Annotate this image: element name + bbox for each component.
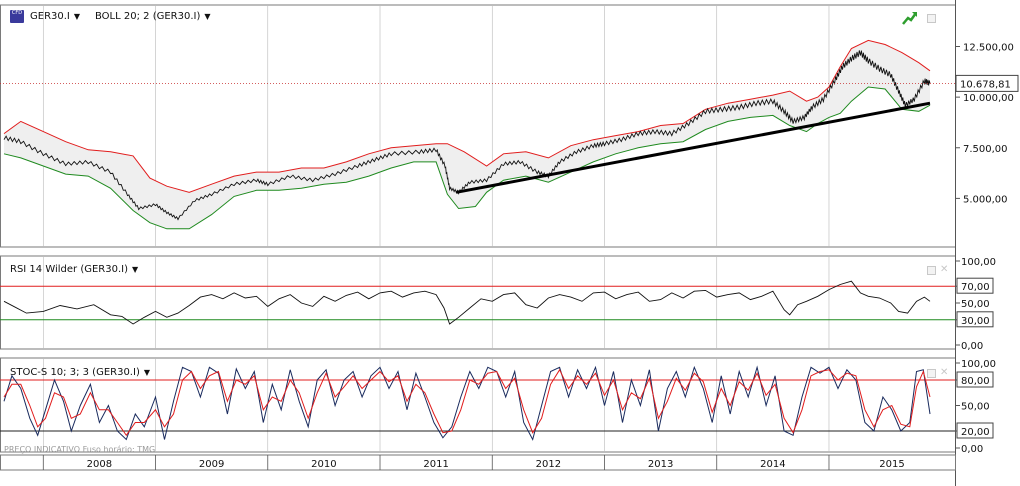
- trendline[interactable]: [456, 101, 931, 194]
- stoch-axis-label: 20,00: [961, 427, 990, 438]
- rsi-panel-frame: [0, 255, 956, 350]
- stoch-level-box: [956, 422, 994, 439]
- stoch-k-line: [3, 365, 931, 441]
- stoch-d-line: [3, 368, 931, 437]
- year-label: 2015: [879, 459, 904, 470]
- year-label: 2012: [536, 459, 561, 470]
- year-label: 2013: [648, 459, 673, 470]
- stoch-axis-label: 50,00: [961, 402, 990, 413]
- stoch-level-box: [956, 371, 994, 388]
- stoch-label: STOC-S 10; 3; 3 (GER30.I): [10, 367, 140, 378]
- year-label: 2014: [760, 459, 785, 470]
- price-panel-restore-icon[interactable]: [927, 14, 936, 23]
- rsi-axis-label: 50,00: [961, 299, 990, 310]
- rsi-axis-label: 70,00: [961, 282, 990, 293]
- cfd-logo: CFD: [10, 10, 24, 23]
- rsi-level-box: [956, 277, 994, 294]
- rsi-axis-label: 100,00: [961, 257, 996, 268]
- year-label: 2008: [87, 459, 112, 470]
- rsi-axis-label: 0,00: [961, 341, 983, 352]
- stoch-panel-frame: [0, 357, 956, 453]
- stoch-panel-restore-icon[interactable]: [927, 369, 936, 378]
- stoch-axis-label: 100,00: [961, 359, 996, 370]
- rsi-panel-restore-icon[interactable]: [927, 266, 936, 275]
- rsi-header[interactable]: RSI 14 Wilder (GER30.I) ▼: [10, 264, 138, 275]
- bollinger-upper-line: [3, 39, 931, 193]
- year-label: 2009: [199, 459, 224, 470]
- year-label: 2010: [311, 459, 336, 470]
- bollinger-band-fill: [4, 40, 930, 229]
- rsi-axis-label: 30,00: [961, 316, 990, 327]
- stoch-dropdown-icon[interactable]: ▼: [143, 368, 150, 377]
- stoch-axis-label: 0,00: [961, 444, 983, 455]
- trend-arrow-icon[interactable]: [902, 11, 918, 25]
- stoch-header[interactable]: STOC-S 10; 3; 3 (GER30.I) ▼: [10, 367, 150, 378]
- symbol-header[interactable]: GER30.I ▼: [30, 11, 80, 22]
- price-axis-label: 12.500,00: [963, 43, 1014, 54]
- current-price-label: 10.678,81: [960, 79, 1011, 90]
- indicator-dropdown-icon[interactable]: ▼: [204, 12, 211, 21]
- rsi-level-box: [956, 311, 994, 328]
- indicator-label: BOLL 20; 2 (GER30.I): [95, 11, 201, 22]
- time-axis-frame: [0, 454, 956, 471]
- price-axis-label: 10.000,00: [963, 93, 1014, 104]
- stoch-axis-label: 80,00: [961, 376, 990, 387]
- rsi-line: [3, 280, 931, 325]
- year-label: 2011: [423, 459, 448, 470]
- stoch-panel-close-icon[interactable]: ✕: [940, 367, 949, 378]
- symbol-dropdown-icon[interactable]: ▼: [73, 12, 81, 21]
- current-price-box: [955, 74, 1019, 92]
- price-axis-label: 7.500,00: [963, 144, 1008, 155]
- symbol-label: GER30.I: [30, 11, 70, 22]
- rsi-label: RSI 14 Wilder (GER30.I): [10, 264, 129, 275]
- indicator-header[interactable]: BOLL 20; 2 (GER30.I) ▼: [95, 11, 211, 22]
- price-axis-label: 5.000,00: [963, 194, 1008, 205]
- footer-note: PREÇO INDICATIVO Fuso horário: TMG: [4, 445, 156, 454]
- rsi-panel-close-icon[interactable]: ✕: [940, 264, 949, 275]
- rsi-dropdown-icon[interactable]: ▼: [132, 265, 139, 274]
